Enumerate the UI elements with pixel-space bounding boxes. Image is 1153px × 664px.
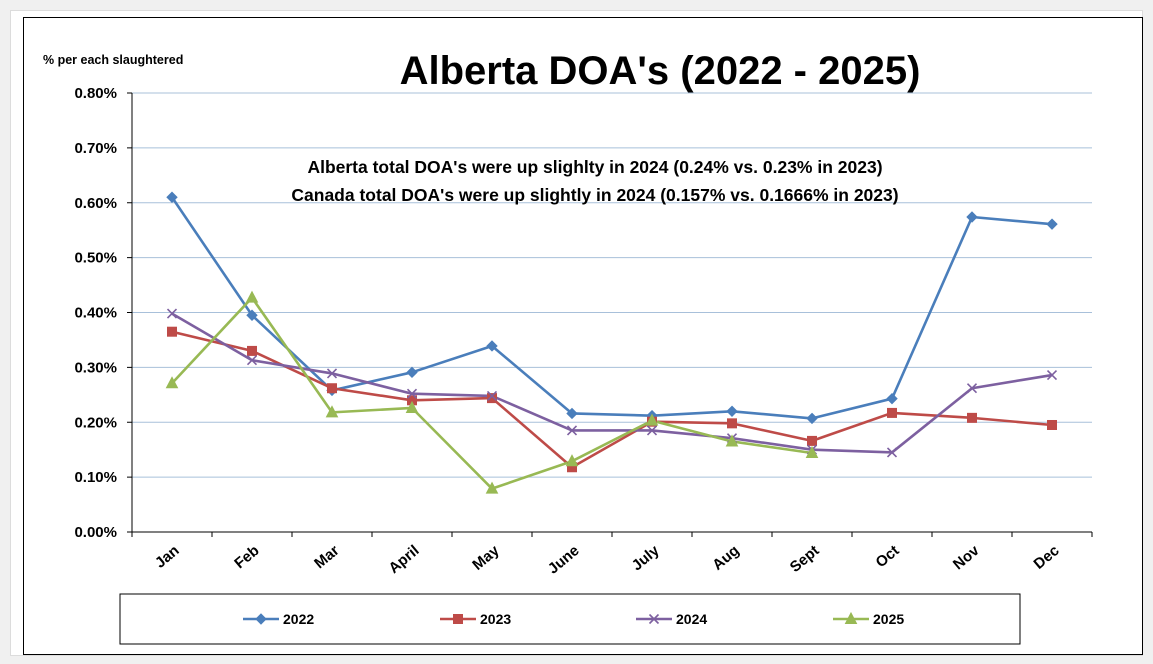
data-point-2023 <box>967 412 977 423</box>
x-tick-label: April <box>385 542 422 577</box>
data-point-2023 <box>727 418 737 429</box>
data-point-2024 <box>166 308 178 319</box>
data-point-2022 <box>806 412 818 425</box>
data-point-2025 <box>805 445 819 458</box>
data-point-2024 <box>646 425 658 436</box>
legend-label-2024: 2024 <box>676 611 707 627</box>
x-tick-label: June <box>545 542 583 578</box>
series-line-2023 <box>171 330 1053 469</box>
x-tick-label: Jan <box>152 542 183 572</box>
data-point-2025 <box>645 413 659 426</box>
data-point-2024 <box>966 383 978 394</box>
data-point-2022 <box>566 407 578 420</box>
data-point-2023 <box>1047 419 1057 430</box>
data-point-2025 <box>565 454 579 467</box>
legend-marker-2022 <box>255 613 267 625</box>
data-point-2023 <box>487 393 497 404</box>
data-point-2024 <box>486 390 498 401</box>
data-point-2022 <box>886 392 898 405</box>
data-point-2023 <box>327 383 337 394</box>
chart-title: Alberta DOA's (2022 - 2025) <box>400 49 921 93</box>
x-tick-label: Oct <box>872 542 902 571</box>
y-tick-label: 0.40% <box>74 305 117 322</box>
legend-label-2023: 2023 <box>480 611 511 627</box>
x-tick-label: Dec <box>1031 542 1063 573</box>
legend-marker-2024 <box>648 613 660 625</box>
legend-marker-2025 <box>844 611 858 624</box>
legend-marker-2023 <box>453 614 463 624</box>
x-tick-label: Sept <box>787 542 823 576</box>
data-point-2022 <box>1046 218 1058 230</box>
x-tick-label: Mar <box>311 542 342 572</box>
y-tick-label: 0.00% <box>74 524 117 541</box>
data-point-2025 <box>165 376 179 389</box>
series-line-2024 <box>171 312 1053 454</box>
y-tick-label: 0.50% <box>74 250 117 267</box>
data-point-2022 <box>166 191 178 203</box>
x-tick-label: Aug <box>709 542 742 574</box>
data-point-2022 <box>246 309 258 321</box>
data-point-2024 <box>406 388 418 399</box>
data-point-2022 <box>726 405 738 417</box>
data-point-2023 <box>807 435 817 446</box>
data-point-2024 <box>886 447 898 458</box>
data-point-2022 <box>486 340 498 352</box>
legend-label-2022: 2022 <box>283 611 314 627</box>
annotation-alberta: Alberta total DOA's were up slighlty in … <box>307 157 882 177</box>
x-tick-label: July <box>629 542 663 575</box>
data-point-2022 <box>966 211 978 223</box>
data-point-2023 <box>247 345 257 356</box>
data-point-2025 <box>245 290 259 303</box>
data-point-2025 <box>485 481 499 494</box>
data-point-2024 <box>326 368 338 379</box>
data-point-2025 <box>725 434 739 447</box>
data-point-2025 <box>325 405 339 418</box>
x-tick-label: Feb <box>231 542 262 572</box>
legend-label-2025: 2025 <box>873 611 904 627</box>
x-tick-label: Nov <box>950 542 983 574</box>
data-point-2024 <box>566 425 578 436</box>
y-tick-label: 0.70% <box>74 140 117 157</box>
data-point-2024 <box>1046 369 1058 381</box>
y-tick-label: 0.10% <box>74 469 117 486</box>
x-tick-label: May <box>469 542 503 574</box>
annotation-canada: Canada total DOA's were up slightly in 2… <box>291 185 898 205</box>
y-tick-label: 0.60% <box>74 195 117 212</box>
y-tick-label: 0.20% <box>74 414 117 431</box>
data-point-2023 <box>167 326 177 337</box>
y-tick-label: 0.80% <box>74 85 117 102</box>
data-point-2025 <box>405 400 419 413</box>
y-axis-title: % per each slaughtered <box>43 53 183 67</box>
data-point-2023 <box>887 407 897 418</box>
y-tick-label: 0.30% <box>74 359 117 376</box>
series-line-2022 <box>170 196 1053 420</box>
data-point-2024 <box>246 355 258 366</box>
data-point-2022 <box>406 366 418 379</box>
